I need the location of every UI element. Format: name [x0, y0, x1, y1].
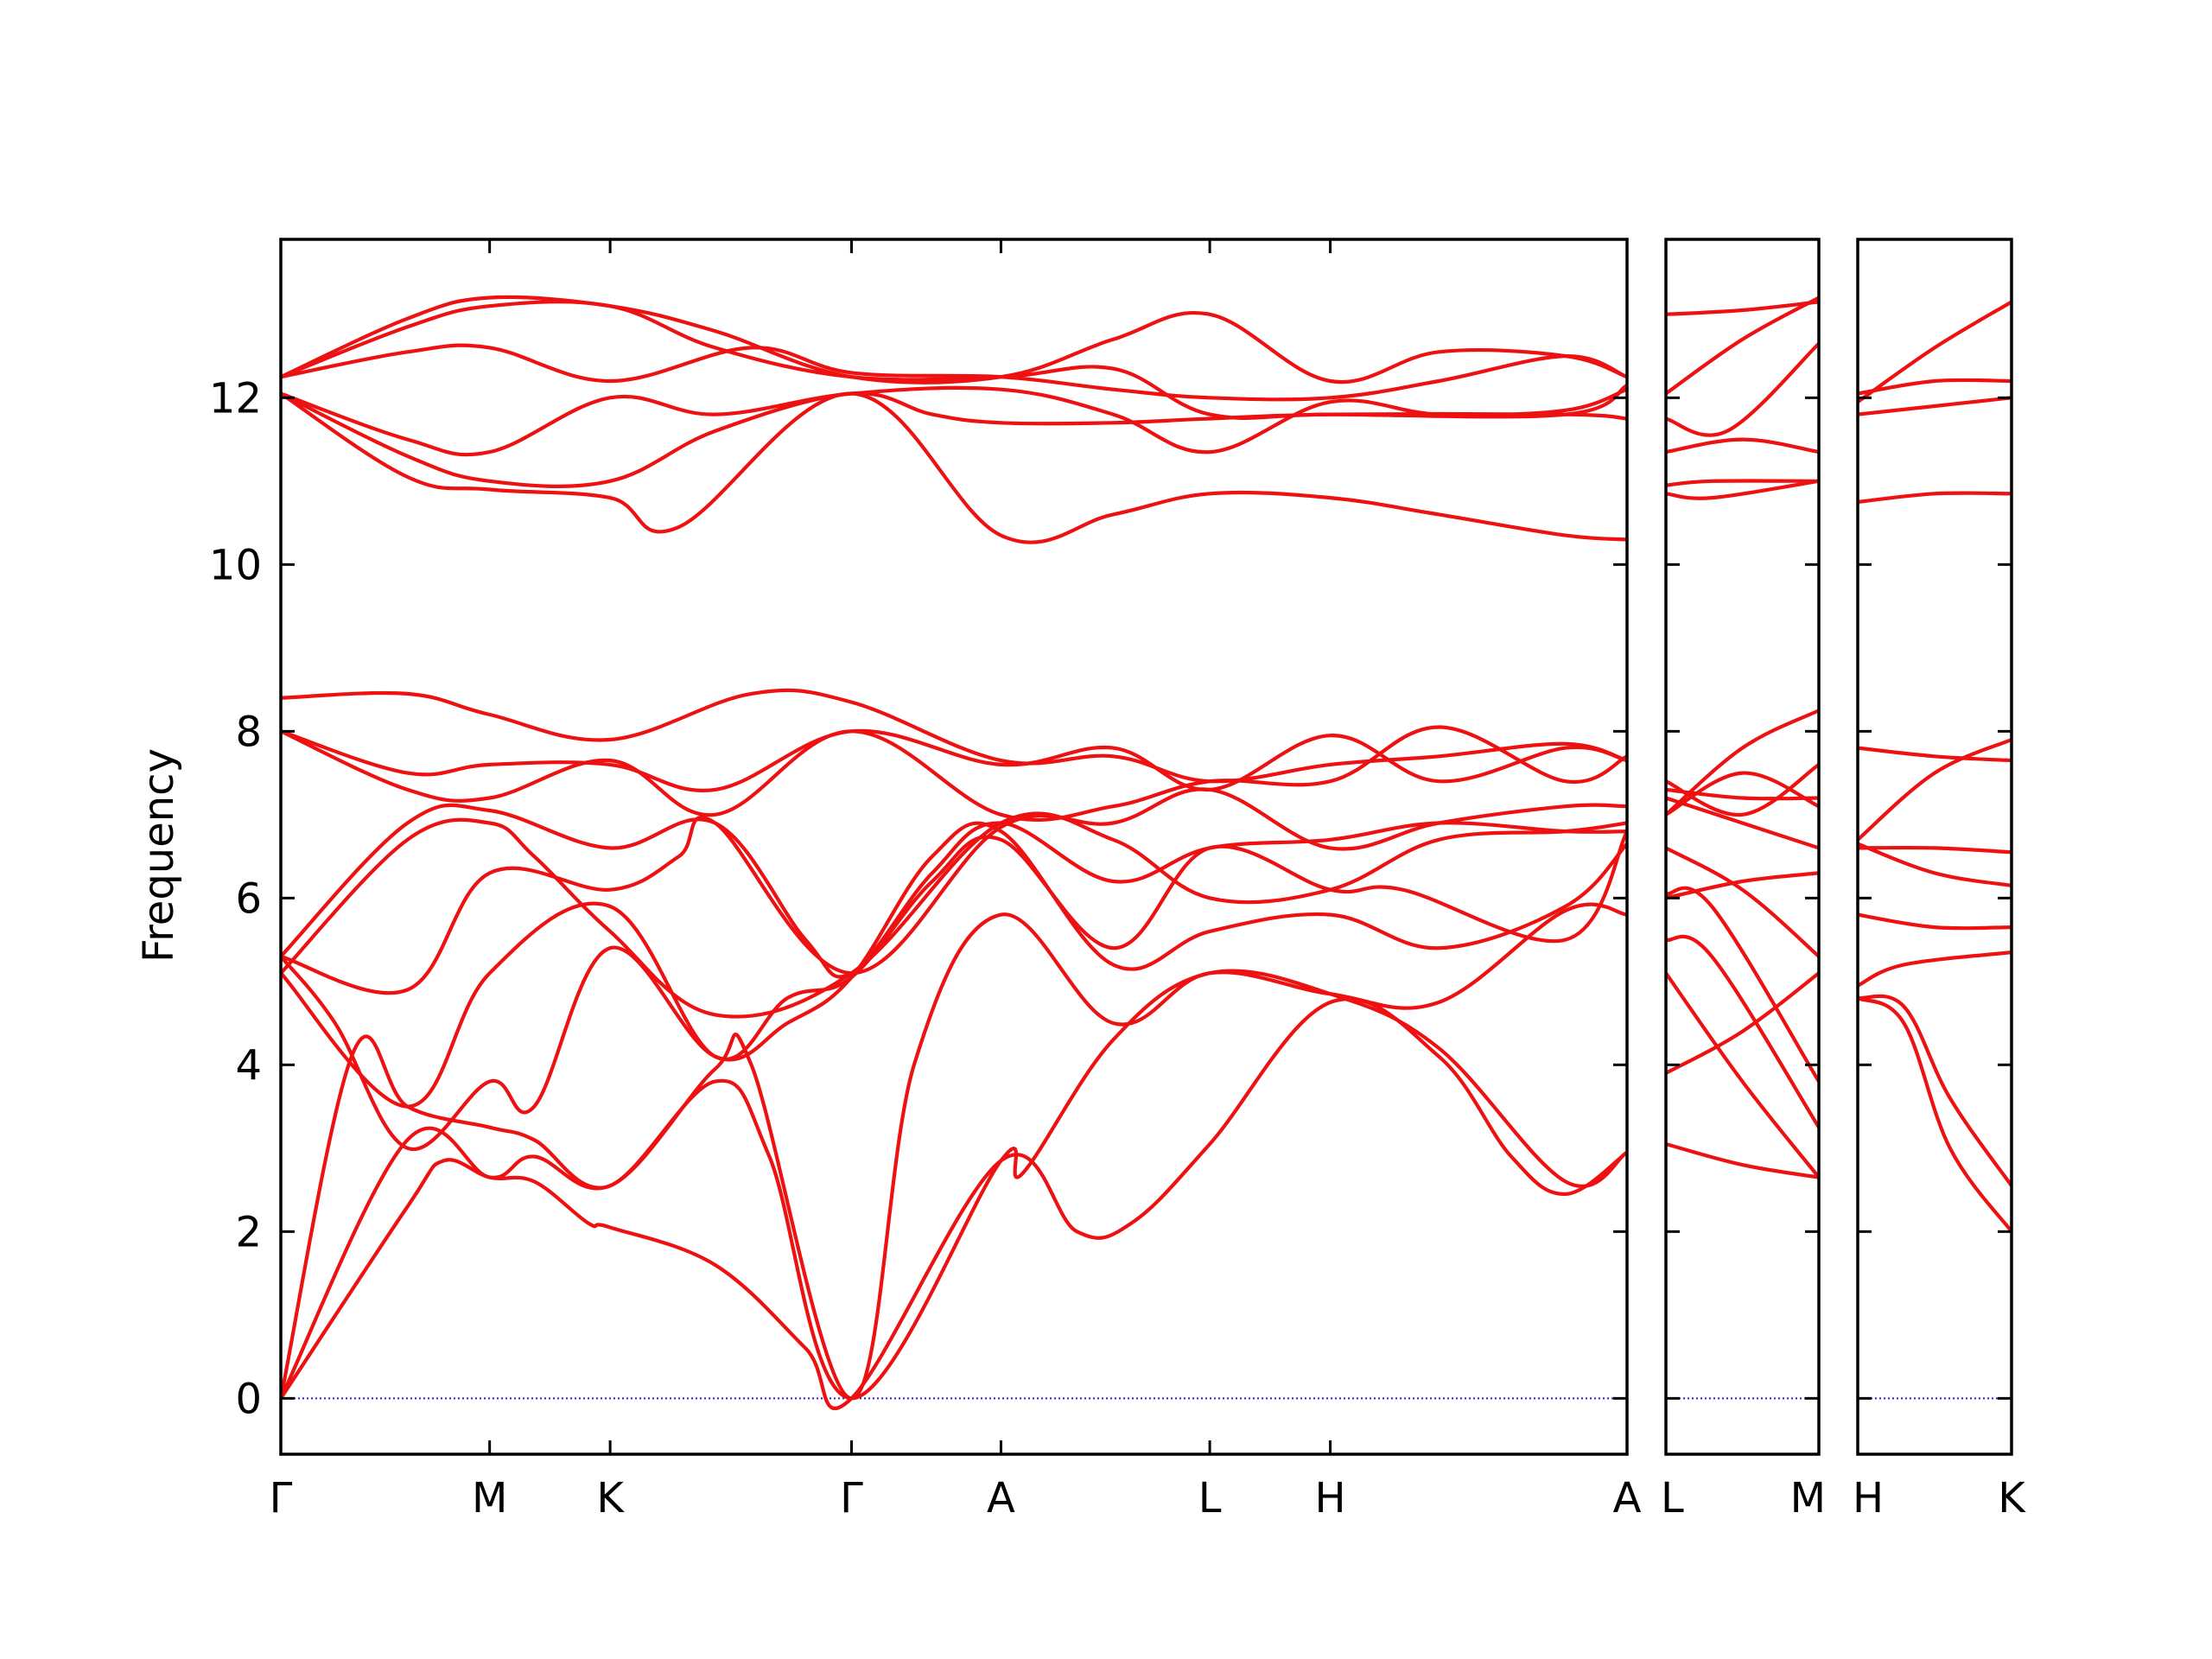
y-tick-label: 6 — [235, 874, 262, 923]
band-line — [1666, 771, 1819, 817]
band-line — [1858, 300, 2012, 404]
band-line — [1666, 437, 1819, 454]
y-tick-label: 2 — [235, 1208, 262, 1256]
y-tick-label: 12 — [209, 374, 262, 423]
bands-group — [1666, 296, 1819, 1179]
band-line — [1666, 709, 1819, 817]
band-line — [1858, 491, 2012, 505]
band-line — [1666, 796, 1819, 850]
band-line — [1666, 479, 1819, 487]
x-tick-label: A — [1613, 1474, 1642, 1522]
y-tick-label: 8 — [235, 708, 262, 756]
y-tick-label: 4 — [235, 1041, 262, 1090]
band-line — [1858, 842, 2012, 887]
x-tick-label: A — [987, 1474, 1015, 1522]
band-line — [1858, 737, 2012, 842]
band-line — [1858, 912, 2012, 931]
band-line — [1666, 934, 1819, 1129]
band-line — [281, 725, 1627, 822]
band-line — [1666, 479, 1819, 500]
y-tick-label: 10 — [209, 541, 262, 589]
band-line — [1858, 396, 2012, 416]
band-line — [281, 391, 1627, 544]
band-line — [1666, 296, 1819, 396]
band-line — [1666, 1141, 1819, 1179]
panel-main: Γ M K Γ A L H A 0 2 4 6 8 10 12 — [209, 238, 1642, 1522]
band-line — [281, 385, 1627, 457]
band-line — [281, 343, 1627, 402]
band-line — [281, 811, 1627, 1019]
band-line — [1666, 300, 1819, 316]
band-line — [1858, 746, 2012, 763]
band-line — [281, 830, 1627, 1109]
panel-frame — [279, 238, 1629, 1456]
band-line — [281, 300, 1627, 420]
x-tick-label: K — [1998, 1474, 2026, 1522]
x-tick-label: H — [1315, 1474, 1346, 1522]
y-axis-label: Frequency — [135, 748, 183, 963]
band-line — [1858, 845, 2012, 855]
x-tick-label: M — [1790, 1474, 1826, 1522]
band-line — [1858, 994, 2012, 1188]
band-line — [1666, 762, 1819, 817]
band-line — [281, 902, 1627, 1401]
band-line — [1666, 971, 1819, 1179]
band-line — [281, 803, 1627, 979]
x-tick-label: Γ — [270, 1474, 293, 1522]
panel-frame — [1664, 238, 1821, 1456]
band-line — [1666, 971, 1819, 1076]
band-line — [281, 295, 1627, 385]
bands-group — [281, 295, 1627, 1410]
band-line — [281, 688, 1627, 784]
band-line — [281, 787, 1627, 995]
band-line — [1858, 996, 2012, 1234]
x-tick-label: Γ — [840, 1474, 863, 1522]
x-tick-label: L — [1661, 1474, 1684, 1522]
x-tick-label: K — [596, 1474, 625, 1522]
x-tick-label: L — [1198, 1474, 1222, 1522]
band-line — [281, 821, 1627, 1152]
panel-frame — [1856, 238, 2013, 1456]
band-line — [281, 728, 1627, 792]
band-line — [281, 391, 1627, 488]
band-line — [1858, 950, 2012, 988]
y-tick-label: 0 — [235, 1375, 262, 1423]
band-line — [1666, 871, 1819, 900]
band-line — [1666, 341, 1819, 437]
bands-group — [1858, 300, 2012, 1234]
band-line — [1666, 846, 1819, 958]
x-tick-label: H — [1853, 1474, 1884, 1522]
band-line — [281, 996, 1627, 1410]
x-tick-label: M — [472, 1474, 507, 1522]
band-line — [1666, 886, 1819, 1084]
band-line — [281, 969, 1627, 1401]
